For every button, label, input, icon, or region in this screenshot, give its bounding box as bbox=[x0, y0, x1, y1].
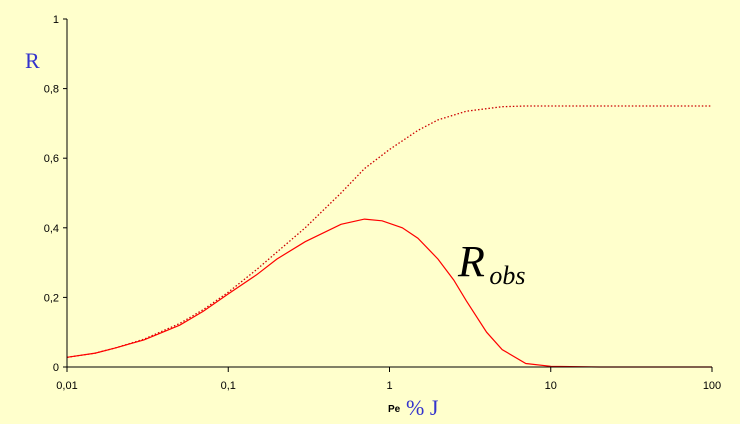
y-tick-label: 0,8 bbox=[44, 84, 59, 96]
robs-annotation-main: R bbox=[457, 237, 485, 286]
y-tick-label: 1 bbox=[53, 14, 59, 26]
axes bbox=[66, 19, 712, 368]
y-tick-label: 0,4 bbox=[44, 223, 59, 235]
x-tick-label: 0,1 bbox=[221, 380, 236, 392]
x-tick-label: 0,01 bbox=[56, 380, 77, 392]
y-tick-label: 0,2 bbox=[44, 292, 59, 304]
y-tick-label: 0,6 bbox=[44, 153, 59, 165]
y-axis-label: R bbox=[25, 48, 40, 73]
dotted-r-series-line bbox=[66, 105, 712, 358]
tick-labels: 0 0,2 0,4 0,6 0,8 1 0,01 0,1 1 10 100 bbox=[44, 14, 721, 392]
robs-series-line bbox=[66, 218, 712, 368]
x-tick-label: 10 bbox=[545, 380, 557, 392]
x-tick-label: 1 bbox=[386, 380, 392, 392]
x-axis-label-small: Pe bbox=[388, 404, 401, 415]
x-axis-label: % J bbox=[406, 395, 439, 420]
robs-annotation: R obs bbox=[457, 237, 525, 290]
y-tick-label: 0 bbox=[53, 362, 59, 374]
robs-annotation-sub: obs bbox=[489, 261, 525, 290]
plot-area bbox=[66, 105, 712, 368]
x-tick-label: 100 bbox=[703, 380, 721, 392]
